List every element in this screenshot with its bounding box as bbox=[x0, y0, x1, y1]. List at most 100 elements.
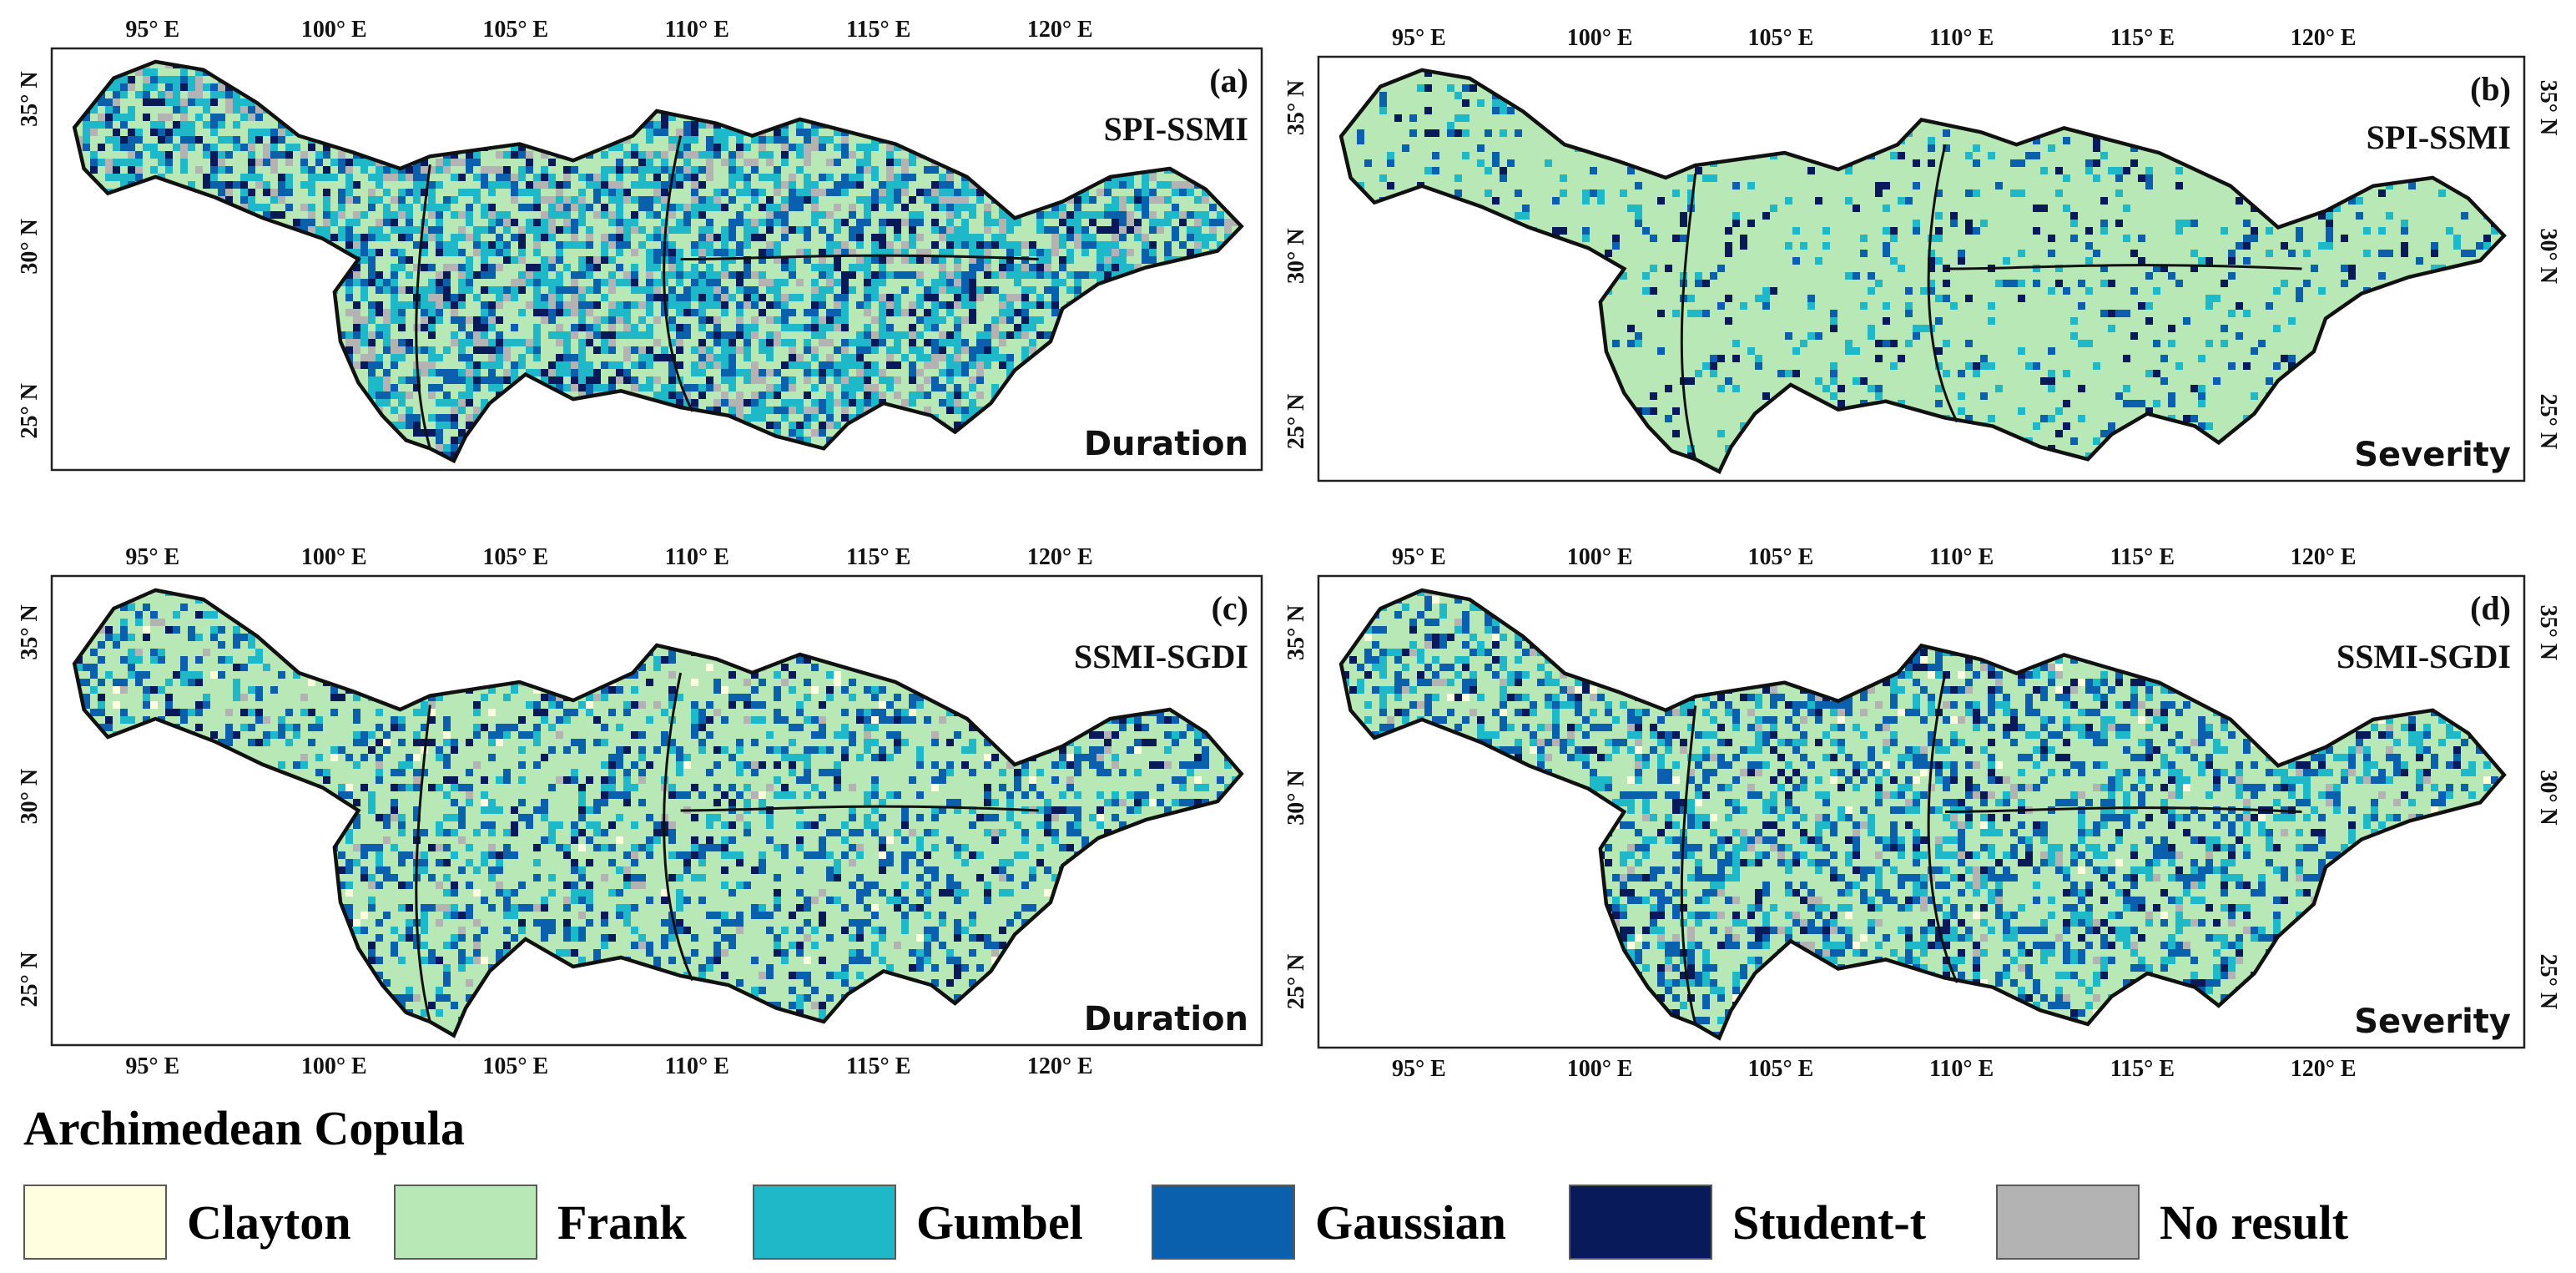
sub-basin-boundary bbox=[1944, 806, 2302, 813]
legend-item-student-t: Student-t bbox=[1569, 1182, 1926, 1262]
sub-basin-boundary bbox=[1680, 705, 1697, 1025]
lat-tick-label-right: 30° N bbox=[2535, 229, 2561, 284]
lon-tick-label-bottom: 100° E bbox=[1567, 1056, 1633, 1082]
lon-tick-label-top: 110° E bbox=[665, 544, 729, 570]
panel-index-pair: SPI-SSMI bbox=[2367, 119, 2511, 156]
panel-index-pair: SSMI-SGDI bbox=[1074, 638, 1248, 675]
sub-basin-boundary bbox=[1680, 173, 1697, 460]
basin-outline bbox=[72, 588, 1244, 1038]
lon-tick-label-top: 95° E bbox=[1392, 544, 1446, 570]
lon-tick-label-top: 120° E bbox=[1027, 544, 1093, 570]
legend-item-frank: Frank bbox=[394, 1182, 687, 1262]
legend-label-gaussian: Gaussian bbox=[1315, 1195, 1506, 1250]
lon-tick-label-top: 110° E bbox=[1929, 544, 1994, 570]
legend-label-student-t: Student-t bbox=[1732, 1195, 1927, 1250]
lon-tick-label-bottom: 115° E bbox=[846, 1053, 910, 1079]
panel-tag: (c) bbox=[1212, 589, 1248, 627]
lon-tick-label-bottom: 100° E bbox=[301, 1053, 367, 1079]
lon-tick-label-bottom: 115° E bbox=[2110, 1056, 2175, 1082]
map-panel-d: (d) SSMI-SGDI Severity 95° E 100° E 105° E 110… bbox=[1283, 544, 2561, 1082]
map-panels: (a) SPI-SSMI Duration 95° E 100° E 105° E 110°… bbox=[17, 17, 2561, 1082]
legend-swatch-gumbel bbox=[753, 1185, 896, 1260]
legend-item-clayton: Clayton bbox=[23, 1182, 351, 1262]
lon-tick-label-top: 95° E bbox=[125, 17, 179, 43]
legend-swatch-gaussian bbox=[1152, 1185, 1295, 1260]
panel-variable: Duration bbox=[1084, 1000, 1248, 1038]
legend-item-gaussian: Gaussian bbox=[1152, 1182, 1506, 1262]
lon-tick-label-bottom: 120° E bbox=[1027, 1053, 1093, 1079]
panel-tag: (a) bbox=[1209, 62, 1248, 99]
map-panel-a: (a) SPI-SSMI Duration 95° E 100° E 105° E 110°… bbox=[17, 17, 1263, 472]
legend-label-gumbel: Gumbel bbox=[916, 1195, 1083, 1250]
legend-label-no-result: No result bbox=[2160, 1195, 2349, 1250]
lon-tick-label-top: 115° E bbox=[2110, 25, 2175, 51]
legend-swatch-frank bbox=[394, 1185, 537, 1260]
lon-tick-label-bottom: 95° E bbox=[125, 1053, 179, 1079]
lon-tick-label-top: 105° E bbox=[482, 544, 548, 570]
legend-label-frank: Frank bbox=[557, 1195, 687, 1250]
lon-tick-label-top: 105° E bbox=[1747, 544, 1813, 570]
lat-tick-label-left: 30° N bbox=[17, 769, 43, 824]
lat-tick-label-left: 35° N bbox=[1283, 605, 1309, 660]
lon-tick-label-top: 115° E bbox=[846, 17, 910, 43]
lat-tick-label-left: 35° N bbox=[17, 71, 43, 126]
sub-basin-boundary bbox=[415, 164, 431, 449]
panel-index-pair: SSMI-SGDI bbox=[2337, 638, 2511, 675]
lon-tick-label-top: 120° E bbox=[2291, 544, 2357, 570]
lon-tick-label-top: 115° E bbox=[846, 544, 910, 570]
lat-tick-label-left: 25° N bbox=[1283, 394, 1309, 449]
lat-tick-label-left: 30° N bbox=[1283, 770, 1309, 825]
lon-tick-label-top: 110° E bbox=[1929, 25, 1994, 51]
sub-basin-boundary bbox=[680, 805, 1039, 812]
legend-swatch-clayton bbox=[23, 1185, 167, 1260]
panel-index-pair: SPI-SSMI bbox=[1104, 110, 1248, 148]
basin-outline bbox=[72, 59, 1244, 464]
legend-label-clayton: Clayton bbox=[187, 1195, 351, 1250]
basin-outline bbox=[1338, 68, 2507, 475]
map-panel-b: (b) SPI-SSMI Severity 95° E 100° E 105° E 110°… bbox=[1283, 25, 2561, 482]
lat-tick-label-right: 35° N bbox=[2535, 605, 2561, 660]
lon-tick-label-top: 120° E bbox=[2291, 25, 2357, 51]
lat-tick-label-left: 25° N bbox=[17, 952, 43, 1007]
lon-tick-label-bottom: 120° E bbox=[2291, 1056, 2357, 1082]
basin-outline bbox=[1338, 588, 2507, 1041]
lon-tick-label-top: 100° E bbox=[301, 544, 367, 570]
lat-tick-label-left: 25° N bbox=[17, 383, 43, 438]
lon-tick-label-top: 120° E bbox=[1027, 17, 1093, 43]
lon-tick-label-top: 110° E bbox=[665, 17, 729, 43]
lat-tick-label-right: 30° N bbox=[2535, 770, 2561, 825]
legend-item-no-result: No result bbox=[1996, 1182, 2348, 1262]
lon-tick-label-bottom: 95° E bbox=[1392, 1056, 1446, 1082]
lon-tick-label-bottom: 110° E bbox=[665, 1053, 729, 1079]
lon-tick-label-top: 95° E bbox=[125, 544, 179, 570]
lat-tick-label-right: 35° N bbox=[2535, 80, 2561, 135]
sub-basin-boundary bbox=[415, 705, 431, 1023]
lon-tick-label-top: 100° E bbox=[1567, 544, 1633, 570]
lon-tick-label-top: 105° E bbox=[482, 17, 548, 43]
panel-variable: Severity bbox=[2354, 436, 2511, 474]
legend-item-gumbel: Gumbel bbox=[753, 1182, 1083, 1262]
lon-tick-label-top: 100° E bbox=[301, 17, 367, 43]
panel-tag: (d) bbox=[2470, 589, 2511, 627]
lon-tick-label-top: 100° E bbox=[1567, 25, 1633, 51]
lat-tick-label-left: 30° N bbox=[17, 219, 43, 274]
sub-basin-boundary bbox=[663, 672, 694, 982]
lon-tick-label-top: 95° E bbox=[1392, 25, 1446, 51]
lat-tick-label-left: 35° N bbox=[17, 604, 43, 659]
lon-tick-label-bottom: 105° E bbox=[1747, 1056, 1813, 1082]
lat-tick-label-left: 30° N bbox=[1283, 229, 1309, 284]
panel-variable: Duration bbox=[1084, 425, 1248, 463]
sub-basin-boundary bbox=[663, 135, 694, 412]
legend-title: Archimedean Copula bbox=[23, 1101, 466, 1155]
panel-tag: (b) bbox=[2470, 70, 2511, 108]
sub-basin-boundary bbox=[1944, 264, 2302, 270]
sub-basin-boundary bbox=[1927, 144, 1958, 423]
lon-tick-label-top: 105° E bbox=[1747, 25, 1813, 51]
lon-tick-label-top: 115° E bbox=[2110, 544, 2175, 570]
lat-tick-label-right: 25° N bbox=[2535, 954, 2561, 1009]
lat-tick-label-right: 25° N bbox=[2535, 394, 2561, 449]
legend-swatch-student-t bbox=[1569, 1185, 1712, 1260]
lat-tick-label-left: 25° N bbox=[1283, 954, 1309, 1009]
sub-basin-boundary bbox=[1927, 673, 1958, 983]
